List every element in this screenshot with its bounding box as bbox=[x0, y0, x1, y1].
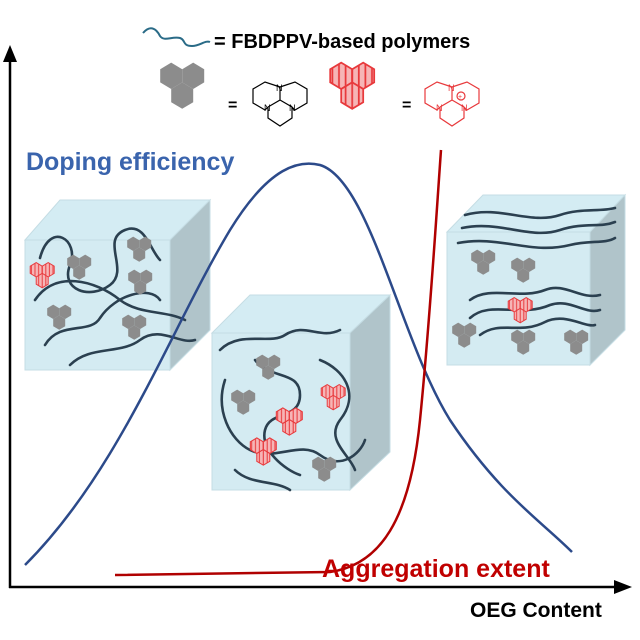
neutral-dopant-icon bbox=[160, 62, 205, 109]
cube-mid-oeg bbox=[210, 293, 392, 492]
n-atom-right: N bbox=[289, 103, 296, 113]
cube-high-oeg bbox=[445, 193, 627, 367]
neutral-dopant-structure bbox=[252, 81, 308, 127]
n-atom-top: N bbox=[448, 83, 455, 93]
n-atom-left: N bbox=[264, 103, 271, 113]
doped-dopant-structure bbox=[424, 81, 480, 127]
doped-dopant-icon bbox=[329, 61, 376, 110]
polymer-legend-label: = FBDPPV-based polymers bbox=[214, 31, 470, 53]
aggregation-extent-label: Aggregation extent bbox=[322, 555, 550, 583]
x-axis-arrow bbox=[614, 580, 632, 594]
equals-sign: = bbox=[228, 97, 237, 114]
n-atom-left: N bbox=[436, 103, 443, 113]
doping-efficiency-curve bbox=[24, 162, 573, 566]
y-axis-arrow bbox=[3, 45, 17, 62]
n-atom-top: N bbox=[276, 83, 283, 93]
n-atom-right: N bbox=[461, 103, 468, 113]
aggregation-extent-curve bbox=[114, 149, 443, 577]
cube-low-oeg bbox=[23, 198, 212, 372]
positive-charge: + bbox=[458, 94, 462, 101]
polymer-chain-icon bbox=[142, 27, 211, 48]
x-axis-label: OEG Content bbox=[470, 599, 602, 622]
doping-efficiency-label: Doping efficiency bbox=[26, 148, 234, 176]
equals-sign: = bbox=[402, 97, 411, 114]
